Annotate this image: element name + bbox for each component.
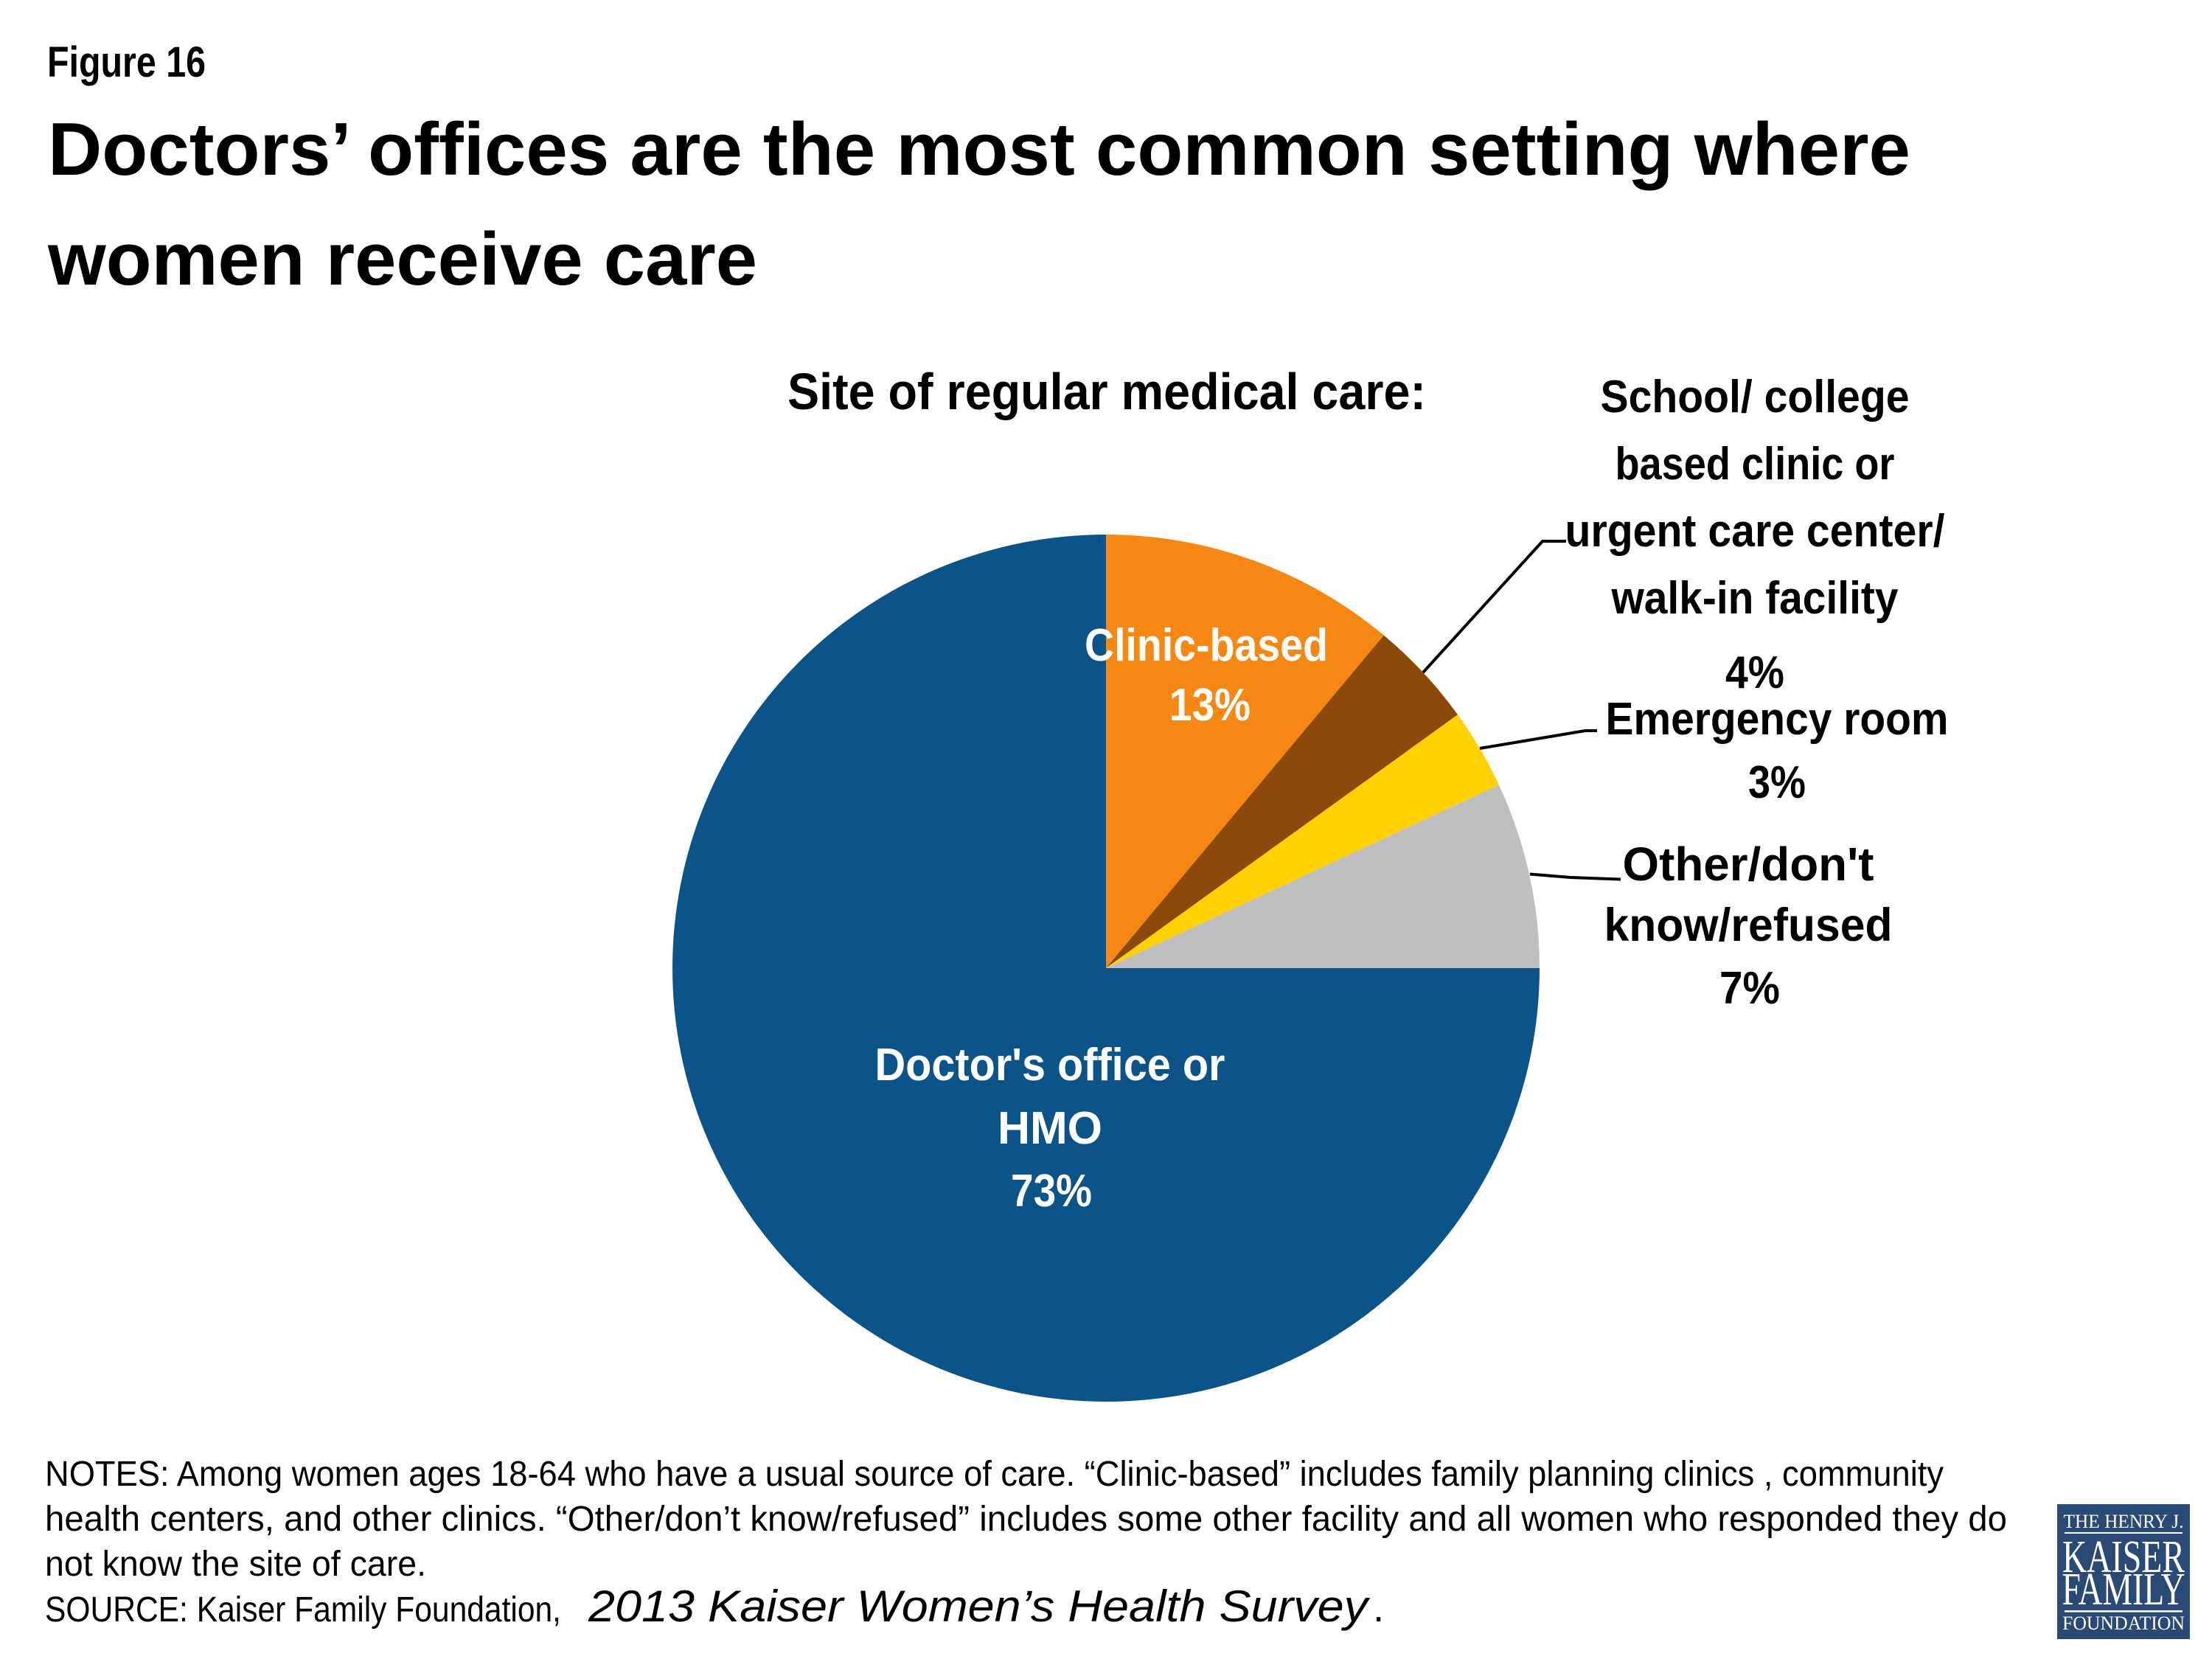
- svg-text:Clinic-based: Clinic-based: [1085, 620, 1328, 671]
- svg-text:HMO: HMO: [998, 1103, 1102, 1154]
- svg-text:13%: 13%: [1169, 680, 1251, 731]
- svg-text:7%: 7%: [1719, 963, 1780, 1014]
- svg-text:NOTES: Among women ages 18-64: NOTES: Among women ages 18-64 who have a…: [45, 1455, 1944, 1494]
- svg-text:Doctor's office or: Doctor's office or: [875, 1040, 1225, 1091]
- svg-text:SOURCE: Kaiser Family Foundati: SOURCE: Kaiser Family Foundation,: [45, 1590, 561, 1630]
- svg-text:health centers, and other clin: health centers, and other clinics. “Othe…: [45, 1500, 2007, 1539]
- svg-text:FOUNDATION: FOUNDATION: [2062, 1613, 2185, 1634]
- svg-text:Figure 16: Figure 16: [47, 38, 206, 86]
- svg-text:KAISER: KAISER: [2062, 1532, 2185, 1582]
- svg-text:4%: 4%: [1725, 647, 1784, 698]
- svg-text:not know the site of care.: not know the site of care.: [45, 1545, 426, 1584]
- svg-text:FAMILY: FAMILY: [2062, 1565, 2185, 1615]
- svg-text:School/ college: School/ college: [1601, 372, 1910, 422]
- svg-text:.: .: [1373, 1585, 1384, 1630]
- svg-text:Doctors’ offices are the most: Doctors’ offices are the most common set…: [48, 108, 1910, 191]
- svg-text:3%: 3%: [1748, 757, 1806, 808]
- svg-text:women receive care: women receive care: [47, 218, 757, 301]
- svg-text:Site of regular medical care:: Site of regular medical care:: [787, 363, 1426, 420]
- svg-text:based clinic or: based clinic or: [1615, 439, 1895, 490]
- svg-text:73%: 73%: [1011, 1166, 1092, 1217]
- svg-text:urgent care center/: urgent care center/: [1565, 506, 1945, 557]
- svg-text:Emergency room: Emergency room: [1606, 694, 1949, 745]
- svg-text:2013 Kaiser Women’s Health Sur: 2013 Kaiser Women’s Health Survey: [588, 1582, 1371, 1631]
- svg-text:know/refused: know/refused: [1604, 900, 1893, 951]
- svg-text:THE HENRY J.: THE HENRY J.: [2064, 1511, 2184, 1532]
- svg-text:walk-in facility: walk-in facility: [1611, 573, 1899, 624]
- svg-text:Other/don't: Other/don't: [1623, 838, 1874, 891]
